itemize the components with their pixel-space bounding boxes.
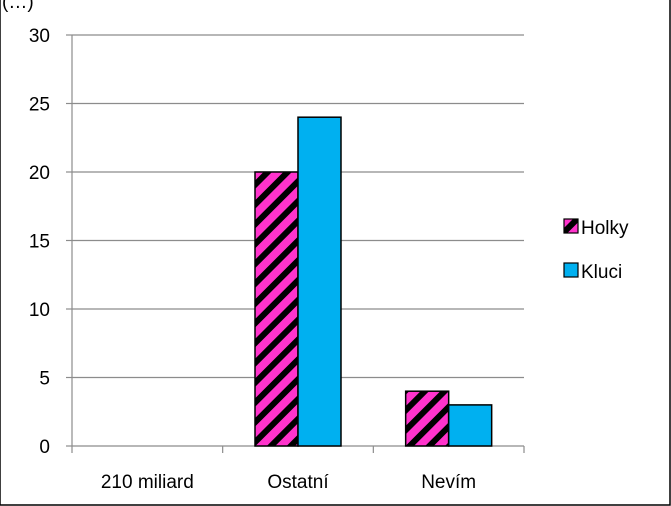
bar-holky-2 (254, 171, 299, 447)
bar-kluci-2 (297, 116, 342, 447)
y-tick-label: 15 (29, 232, 50, 253)
legend-swatch-kluci (563, 262, 579, 278)
x-tick-label: Ostatní (267, 472, 329, 493)
x-tick-label: 210 miliard (101, 472, 194, 493)
cropped-top-text: (…) (2, 0, 34, 13)
x-tick-label: Nevím (421, 472, 476, 493)
y-tick-label: 0 (39, 437, 50, 458)
y-tick-label: 10 (29, 300, 50, 321)
y-tick-label: 25 (29, 95, 50, 116)
y-tick-label: 20 (29, 163, 50, 184)
x-tick-labels: 210 miliard Ostatní Nevím (101, 472, 476, 493)
y-tick-labels: 0 5 10 15 20 25 30 (29, 26, 50, 458)
bars (254, 116, 493, 447)
legend-label-kluci: Kluci (581, 262, 622, 283)
bar-kluci-3 (447, 404, 493, 447)
legend-label-holky: Holky (581, 218, 629, 239)
y-tick-label: 30 (29, 26, 50, 47)
y-tick-label: 5 (39, 369, 50, 390)
legend-swatch-holky (563, 218, 579, 234)
bar-holky-3 (404, 390, 450, 447)
legend: Holky Kluci (563, 218, 629, 283)
